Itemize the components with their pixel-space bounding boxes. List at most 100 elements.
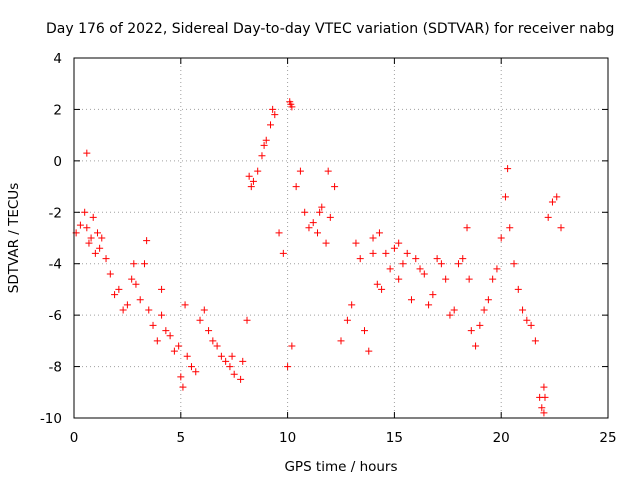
data-point (158, 285, 166, 293)
data-point (243, 316, 251, 324)
data-point (93, 229, 101, 237)
x-tick-label: 20 (493, 430, 510, 446)
x-tick-label: 15 (386, 430, 403, 446)
data-point (260, 141, 268, 149)
data-point (403, 249, 411, 257)
data-point (484, 296, 492, 304)
data-point (420, 270, 428, 278)
grid-lines (74, 58, 608, 418)
data-point (504, 165, 512, 173)
data-point (111, 291, 119, 299)
plot-frame (73, 57, 609, 419)
y-axis-label: SDTVAR / TECUs (6, 183, 22, 293)
data-point (87, 234, 95, 242)
data-point (331, 183, 339, 191)
data-point (343, 316, 351, 324)
data-point (510, 260, 518, 268)
chart-title: Day 176 of 2022, Sidereal Day-to-day VTE… (46, 21, 614, 37)
data-point (437, 260, 445, 268)
data-point (548, 198, 556, 206)
data-point (314, 229, 322, 237)
y-tick-label: -8 (49, 360, 62, 376)
data-point (130, 260, 138, 268)
data-point (85, 239, 93, 247)
data-point (544, 213, 552, 221)
data-point (407, 296, 415, 304)
data-point (378, 285, 386, 293)
data-point (386, 265, 394, 273)
data-point (153, 337, 161, 345)
data-point (123, 301, 131, 309)
x-tick-label: 25 (599, 430, 616, 446)
data-point (382, 249, 390, 257)
data-point (425, 301, 433, 309)
data-point (205, 327, 213, 335)
data-point (326, 213, 334, 221)
data-point (557, 224, 565, 232)
data-point (247, 183, 255, 191)
data-point (209, 337, 217, 345)
data-point (348, 301, 356, 309)
data-point (395, 239, 403, 247)
data-point (416, 265, 424, 273)
x-tick-label: 10 (279, 430, 296, 446)
data-point (279, 249, 287, 257)
data-point (318, 203, 326, 211)
data-point (356, 255, 364, 263)
data-point (222, 357, 230, 365)
data-point (352, 239, 360, 247)
data-point (514, 285, 522, 293)
data-point (519, 306, 527, 314)
data-point (96, 244, 104, 252)
data-point (459, 255, 467, 263)
data-point (523, 316, 531, 324)
data-point (531, 337, 539, 345)
data-point (493, 265, 501, 273)
data-point (553, 193, 561, 201)
data-point (429, 291, 437, 299)
data-point (91, 249, 99, 257)
data-point (262, 136, 270, 144)
data-point (245, 172, 253, 180)
data-point (106, 270, 114, 278)
data-point (365, 347, 373, 355)
data-point (288, 103, 296, 111)
data-point (258, 152, 266, 160)
data-point (369, 249, 377, 257)
data-point (271, 111, 279, 119)
data-point (489, 275, 497, 283)
x-axis-label: GPS time / hours (284, 459, 397, 475)
data-point (296, 167, 304, 175)
data-point (292, 183, 300, 191)
data-point (213, 342, 221, 350)
y-tick-label: -10 (40, 411, 62, 427)
data-point (132, 280, 140, 288)
data-point (128, 275, 136, 283)
data-point (305, 224, 313, 232)
data-point (158, 311, 166, 319)
x-axis: 0 5 10 15 20 25 (70, 58, 617, 446)
x-tick-label: 0 (70, 430, 79, 446)
data-point (249, 177, 257, 185)
data-point (538, 404, 546, 412)
x-tick-label: 5 (177, 430, 186, 446)
data-point (254, 167, 262, 175)
data-point (149, 321, 157, 329)
data-point (465, 275, 473, 283)
data-point (322, 239, 330, 247)
data-point (119, 306, 127, 314)
data-point (239, 357, 247, 365)
data-point (288, 342, 296, 350)
data-point (501, 193, 509, 201)
y-tick-label: 0 (53, 154, 62, 170)
data-point (395, 275, 403, 283)
data-point (540, 383, 548, 391)
data-point (81, 208, 89, 216)
y-tick-label: 2 (53, 102, 62, 118)
data-point (369, 234, 377, 242)
data-point (324, 167, 332, 175)
data-point (309, 219, 317, 227)
data-point (337, 337, 345, 345)
data-point (284, 363, 292, 371)
data-point (540, 409, 548, 417)
